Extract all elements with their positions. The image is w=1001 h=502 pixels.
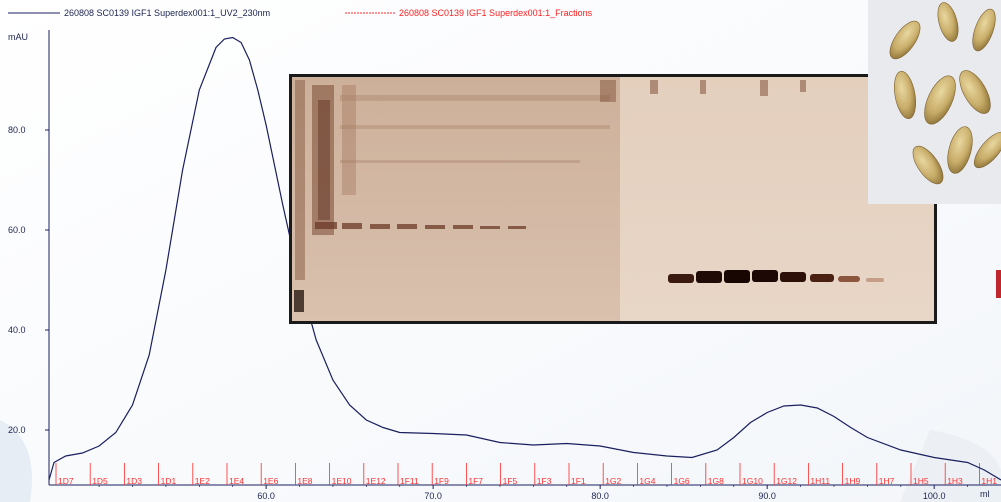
fraction-label: 1G2 — [605, 476, 621, 486]
red-marker — [996, 270, 1001, 298]
y-axis-unit-label: mAU — [8, 32, 28, 42]
x-axis-unit-label: ml — [980, 489, 990, 499]
x-tick-label: 70.0 — [424, 491, 442, 501]
fraction-label: 1H7 — [879, 476, 895, 486]
y-ticks: 20.0 40.0 60.0 80.0 — [8, 125, 49, 435]
legend: 260808 SC0139 IGF1 Superdex001:1_UV2_230… — [8, 8, 593, 18]
legend-fractions-label: 260808 SC0139 IGF1 Superdex001:1_Fractio… — [399, 8, 593, 18]
fraction-label: 1E10 — [332, 476, 352, 486]
fraction-label: 1F3 — [537, 476, 552, 486]
fraction-label: 1G10 — [742, 476, 763, 486]
x-tick-label: 80.0 — [591, 491, 609, 501]
fraction-markers: 1D7 1D5 1D3 1D1 1E2 1E4 1E6 1E8 1E10 1E12 1F11 1F9 1… — [55, 463, 997, 486]
fraction-label: 1F5 — [503, 476, 518, 486]
x-tick-label: 60.0 — [257, 491, 275, 501]
fraction-label: 1D1 — [161, 476, 177, 486]
y-tick-label: 40.0 — [8, 325, 26, 335]
fraction-label: 1D7 — [58, 476, 74, 486]
y-tick-label: 60.0 — [8, 225, 26, 235]
legend-uv-label: 260808 SC0139 IGF1 Superdex001:1_UV2_230… — [64, 8, 270, 18]
fraction-label: 1H5 — [913, 476, 929, 486]
y-tick-label: 20.0 — [8, 425, 26, 435]
fraction-label: 1H9 — [845, 476, 861, 486]
fraction-label: 1E6 — [263, 476, 278, 486]
y-tick-label: 80.0 — [8, 125, 26, 135]
fraction-label: 1F11 — [400, 476, 419, 486]
fraction-label: 1D5 — [92, 476, 108, 486]
fraction-label: 1H3 — [947, 476, 963, 486]
fraction-label: 1G4 — [639, 476, 655, 486]
uv-trace-line — [48, 36, 1001, 481]
fraction-label: 1E2 — [195, 476, 210, 486]
fraction-label: 1H11 — [810, 476, 830, 486]
fraction-label: 1F9 — [434, 476, 449, 486]
fraction-label: 1D3 — [126, 476, 142, 486]
fraction-label: 1F7 — [468, 476, 483, 486]
gel-electrophoresis-photo — [289, 74, 937, 324]
x-ticks: 60.0 70.0 80.0 90.0 100.0 — [98, 485, 968, 501]
fraction-label: 1G12 — [776, 476, 797, 486]
fraction-label: 1E12 — [366, 476, 386, 486]
x-tick-label: 100.0 — [923, 491, 946, 501]
barley-grains-photo — [868, 0, 1001, 204]
fraction-label: 1E8 — [297, 476, 312, 486]
fraction-label: 1G8 — [708, 476, 724, 486]
x-tick-label: 90.0 — [758, 491, 776, 501]
fraction-label: 1E4 — [229, 476, 244, 486]
fraction-label: 1G6 — [674, 476, 690, 486]
fraction-label: 1H1 — [981, 476, 997, 486]
fraction-label: 1F1 — [571, 476, 586, 486]
